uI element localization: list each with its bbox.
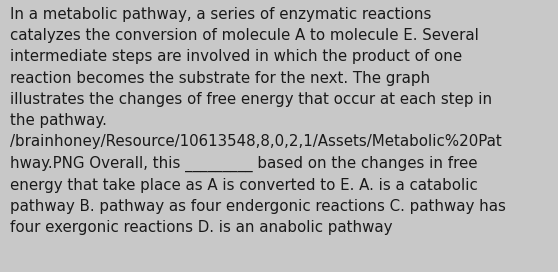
Text: In a metabolic pathway, a series of enzymatic reactions
catalyzes the conversion: In a metabolic pathway, a series of enzy… <box>10 7 506 235</box>
